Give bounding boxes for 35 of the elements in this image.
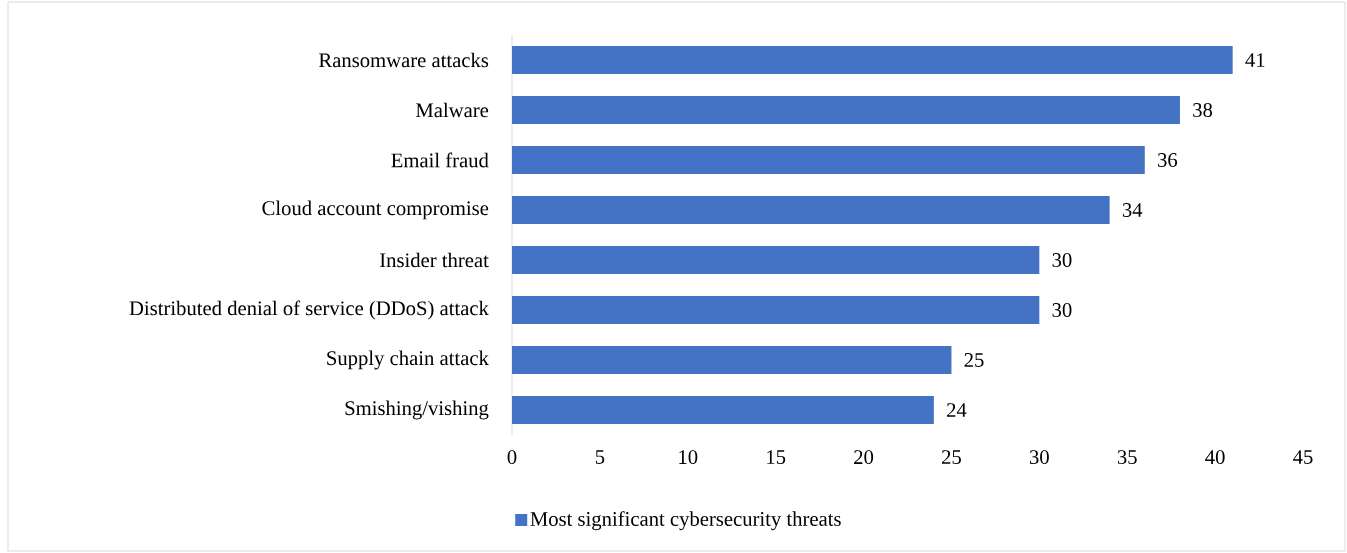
- x-tick-label: 35: [1117, 450, 1137, 465]
- bar: [512, 46, 1233, 74]
- y-tick-label: Insider threat: [380, 252, 489, 268]
- bar: [512, 196, 1110, 224]
- data-label: 30: [1052, 253, 1072, 267]
- x-tick-label: 25: [942, 450, 961, 465]
- x-tick-label: 5: [595, 450, 605, 464]
- x-tick-label: 15: [767, 450, 786, 464]
- bar: [512, 146, 1145, 174]
- y-tick-label: Malware: [415, 102, 489, 118]
- y-tick-label: Distributed denial of service (DDoS) attack: [129, 300, 489, 320]
- y-tick-label: Email fraud: [391, 152, 489, 168]
- x-tick-label: 40: [1205, 450, 1225, 465]
- data-label: 34: [1122, 203, 1143, 217]
- data-label: 24: [947, 403, 967, 417]
- x-tick-label: 20: [854, 450, 874, 465]
- bar: [512, 346, 952, 374]
- y-tick-label: Ransomware attacks: [319, 52, 489, 68]
- data-label: 38: [1193, 103, 1213, 117]
- data-label: 25: [964, 353, 984, 367]
- legend-label: Most significant cybersecurity threats: [530, 511, 841, 531]
- y-tick-label: Supply chain attack: [327, 350, 489, 370]
- x-tick-label: 45: [1293, 450, 1313, 464]
- x-tick-label: 0: [507, 450, 517, 465]
- data-label: 30: [1052, 303, 1072, 317]
- data-label: 41: [1245, 53, 1265, 67]
- bar: [512, 246, 1040, 274]
- y-tick-label: Smishing/vishing: [345, 400, 489, 420]
- data-label: 36: [1158, 153, 1178, 167]
- y-tick-label: Cloud account compromise: [262, 200, 489, 220]
- x-tick-label: 10: [679, 450, 698, 465]
- bar: [512, 96, 1180, 124]
- bar: [512, 395, 934, 424]
- bar: [512, 295, 1040, 324]
- x-tick-label: 30: [1029, 450, 1049, 465]
